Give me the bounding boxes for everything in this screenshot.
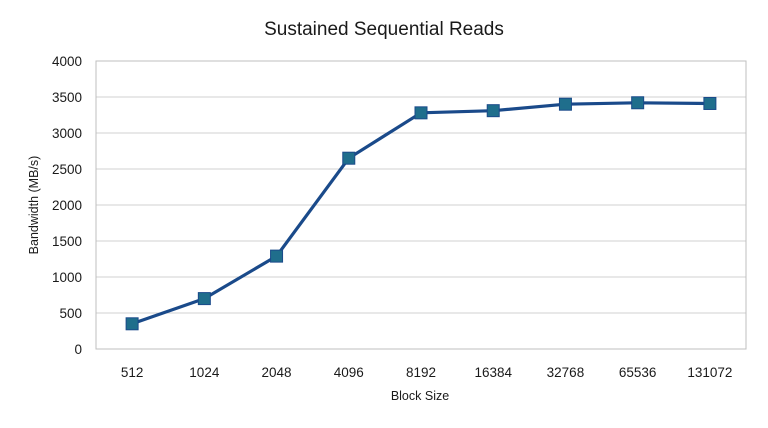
x-tick-label: 32768 xyxy=(547,365,585,380)
plot-frame xyxy=(95,60,747,350)
x-tick-label: 8192 xyxy=(406,365,436,380)
y-tick-label: 0 xyxy=(74,342,82,357)
chart-title: Sustained Sequential Reads xyxy=(264,19,504,40)
data-point-marker xyxy=(414,106,428,120)
data-point-marker xyxy=(342,151,356,165)
y-tick-label: 4000 xyxy=(52,54,82,69)
series-layer xyxy=(125,96,717,331)
x-tick-label: 4096 xyxy=(334,365,364,380)
y-tick-label: 1000 xyxy=(52,270,82,285)
y-tick-label: 500 xyxy=(59,306,82,321)
x-tick-label: 1024 xyxy=(189,365,220,380)
x-tick-label: 131072 xyxy=(687,365,732,380)
data-point-marker xyxy=(703,96,717,110)
x-tick-label: 16384 xyxy=(474,365,512,380)
y-tick-label: 2000 xyxy=(52,198,82,213)
y-tick-label: 2500 xyxy=(52,162,82,177)
x-tick-labels: 512 1024 2048 4096 8192 16384 32768 65536 131072 xyxy=(121,365,733,380)
x-tick-label: 2048 xyxy=(262,365,292,380)
x-tick-label: 512 xyxy=(121,365,144,380)
gridlines xyxy=(96,96,746,314)
x-tick-label: 65536 xyxy=(619,365,657,380)
data-point-marker xyxy=(125,317,139,331)
data-point-marker xyxy=(486,104,500,118)
x-axis-label: Block Size xyxy=(391,389,449,403)
data-point-marker xyxy=(197,292,211,306)
series-line xyxy=(130,101,712,326)
data-point-marker xyxy=(631,96,645,110)
y-axis-label: Bandwidth (MB/s) xyxy=(27,156,41,255)
y-tick-label: 1500 xyxy=(52,234,82,249)
data-point-marker xyxy=(270,249,284,263)
y-tick-label: 3000 xyxy=(52,126,82,141)
y-tick-label: 3500 xyxy=(52,90,82,105)
data-point-marker xyxy=(558,97,572,111)
y-tick-labels: 0 500 1000 1500 2000 2500 3000 3500 4000 xyxy=(52,54,82,357)
